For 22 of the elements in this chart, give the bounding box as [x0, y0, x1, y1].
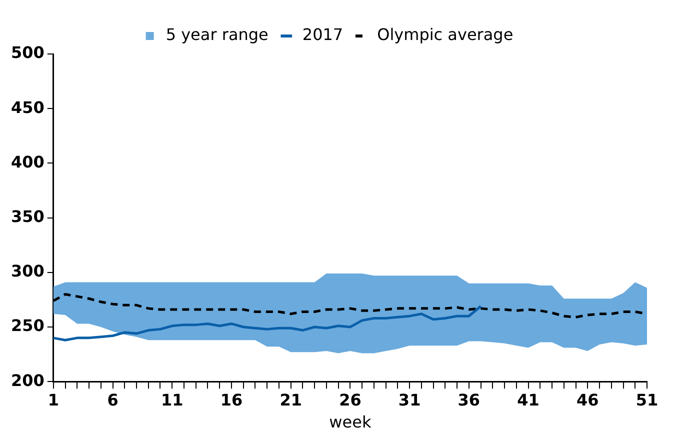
x-tick-label: 16 — [220, 390, 243, 410]
legend-label: 5 year range — [166, 25, 268, 44]
y-tick-label: 500 — [10, 43, 44, 62]
x-tick-label: 51 — [636, 390, 658, 410]
legend-label: 2017 — [302, 25, 344, 44]
y-tick-label: 450 — [10, 98, 44, 117]
y-tick-label: 200 — [10, 370, 44, 390]
x-tick-label: 1 — [48, 390, 59, 410]
x-tick-label: 31 — [398, 390, 421, 410]
y-tick-label: 300 — [10, 262, 44, 281]
x-tick-label: 26 — [339, 390, 362, 410]
x-tick-label: 36 — [458, 390, 480, 410]
y-tick-label: 350 — [10, 206, 44, 226]
x-tick-label: 21 — [280, 390, 302, 410]
x-tick-label: 11 — [160, 390, 184, 410]
x-tick-label: 6 — [107, 390, 118, 410]
legend-label: Olympic average — [377, 25, 514, 44]
y-tick-label: 400 — [10, 152, 44, 172]
x-axis-title: week — [329, 412, 372, 432]
y-tick-label: 250 — [10, 316, 44, 336]
x-tick-label: 41 — [517, 390, 540, 410]
x-tick-label: 46 — [576, 390, 599, 410]
